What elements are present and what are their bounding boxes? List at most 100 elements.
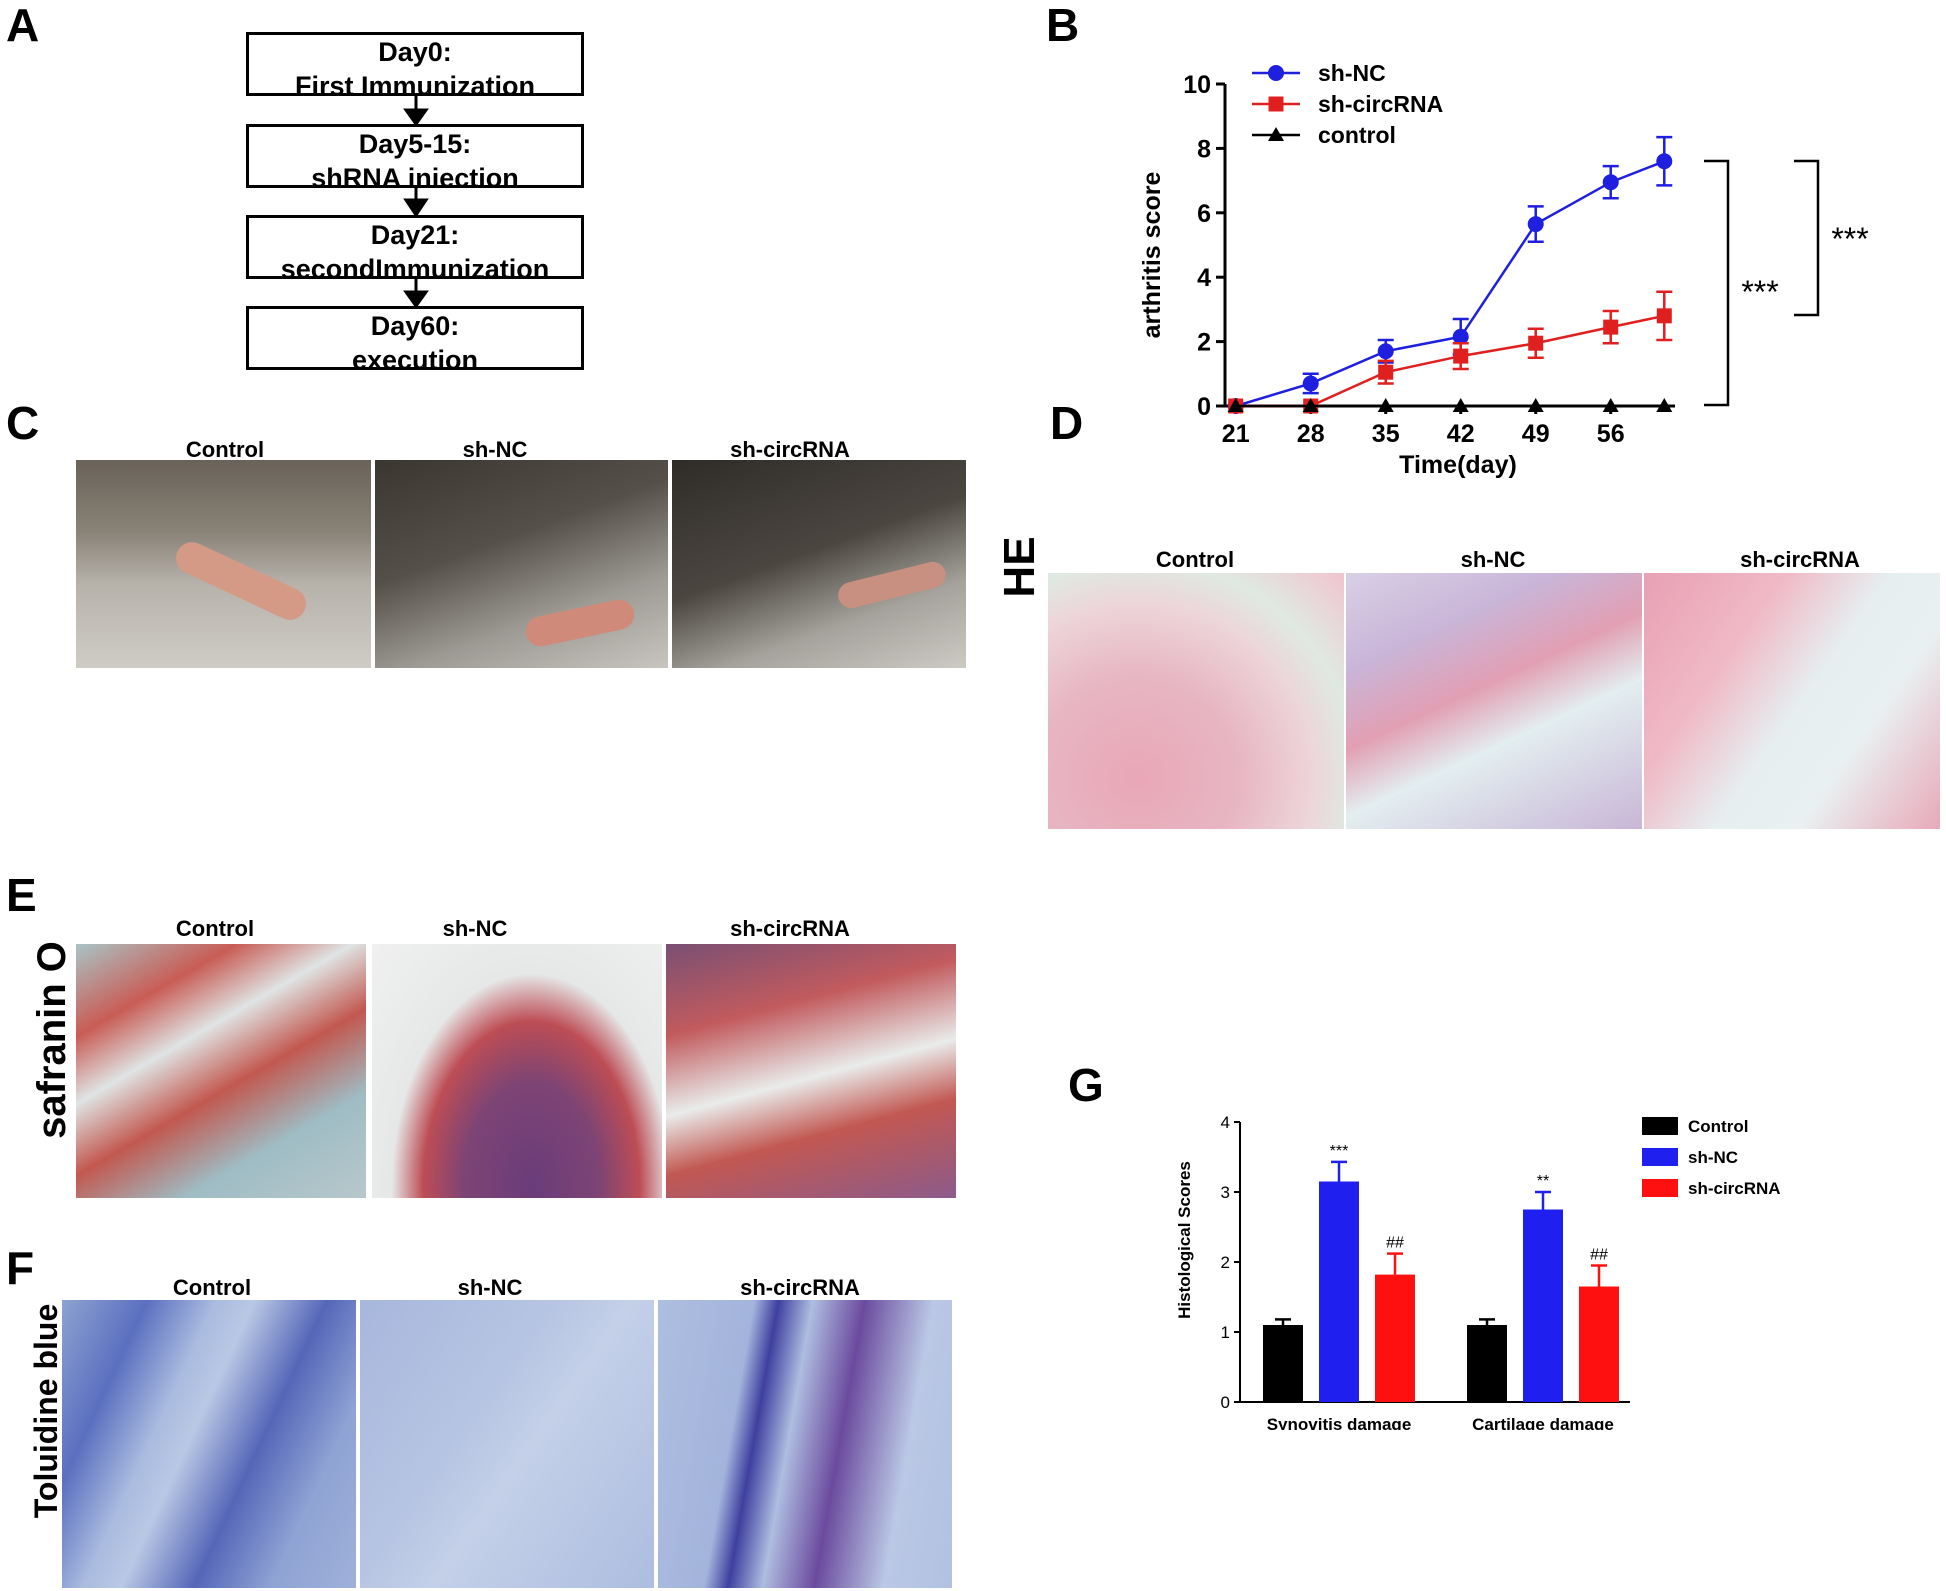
flow-step-3-line2: secondImmunization: [280, 254, 550, 279]
data-point: [1377, 343, 1394, 360]
y-tick-label: 2: [1197, 329, 1211, 357]
toluidine-stain-sh-nc: [360, 1300, 654, 1588]
panel-d-col-sh-circrna: sh-circRNA: [1740, 547, 1860, 572]
legend-label: control: [1318, 122, 1396, 148]
significance-label-1: ***: [1741, 274, 1778, 310]
legend-marker: [1268, 127, 1284, 141]
legend-label: sh-NC: [1688, 1148, 1738, 1167]
chart-g-bars: *** ## ** ##: [1263, 1143, 1619, 1402]
arrow-down-icon: [403, 198, 429, 218]
data-point: [1656, 398, 1673, 412]
y-tick-label: 10: [1183, 71, 1211, 99]
y-tick-label: 1: [1221, 1323, 1230, 1342]
panel-label-d: D: [1050, 397, 1084, 449]
flow-step-1-line1: Day0:: [378, 37, 452, 67]
data-point: [1602, 398, 1619, 412]
legend-marker: [1268, 96, 1284, 112]
he-stain-sh-nc: [1346, 573, 1642, 829]
flow-arrows: [403, 96, 429, 308]
flow-step-4-line2: execution: [351, 345, 479, 370]
panel-label-e: E: [6, 869, 37, 921]
panel-f-col-sh-circrna: sh-circRNA: [740, 1275, 860, 1300]
bar: [1375, 1274, 1415, 1402]
bar: [1467, 1325, 1507, 1402]
x-tick-label: 49: [1522, 420, 1550, 448]
safranin-stain-sh-circrna: [666, 944, 956, 1198]
chart-g-axes: 0 1 2 3 4 Synovitis damage Cartilage damage: [1221, 1113, 1630, 1430]
arrow-down-icon: [403, 108, 429, 127]
legend-swatch: [1642, 1117, 1678, 1135]
chart-b-xlabel: Time(day): [1399, 451, 1517, 479]
chart-b-series: [1227, 135, 1673, 414]
flow-step-1-line2: First Immunization: [294, 71, 535, 96]
series-sh-NC: [1227, 135, 1673, 414]
y-tick-label: 3: [1221, 1183, 1230, 1202]
y-tick-label: 0: [1197, 393, 1211, 421]
x-category-label: Synovitis damage: [1267, 1415, 1412, 1430]
arrow-down-icon: [403, 290, 429, 308]
x-tick-label: 21: [1222, 420, 1250, 448]
he-stain-sh-circrna: [1644, 573, 1940, 829]
flow-step-1: Day0: First Immunization: [246, 32, 584, 96]
flow-step-4: Day60: execution: [246, 306, 584, 370]
bar: [1579, 1286, 1619, 1402]
panel-e-row-label: safranin O: [30, 941, 74, 1139]
legend-marker: [1268, 65, 1284, 81]
bar: [1319, 1181, 1359, 1402]
y-tick-label: 2: [1221, 1253, 1230, 1272]
safranin-stain-control: [76, 944, 366, 1198]
y-tick-label: 4: [1221, 1113, 1230, 1132]
bar: [1263, 1325, 1303, 1402]
legend-label: sh-NC: [1318, 60, 1386, 86]
panel-e-col-sh-circrna: sh-circRNA: [730, 916, 850, 941]
x-tick-label: 28: [1297, 420, 1325, 448]
mouse-paw-photo-sh-nc: [375, 460, 668, 668]
y-tick-label: 6: [1197, 200, 1211, 228]
data-point: [1656, 153, 1673, 170]
data-point: [1302, 398, 1319, 412]
safranin-stain-sh-nc: [372, 944, 662, 1198]
data-point: [1656, 308, 1672, 324]
toluidine-stain-control: [62, 1300, 356, 1588]
chart-b-axes: 0 2 4 6 8 10 21 28 35 42 49 56: [1183, 71, 1675, 448]
bar: [1523, 1209, 1563, 1402]
x-tick-label: 42: [1447, 420, 1475, 448]
data-point: [1453, 348, 1469, 364]
flow-step-2: Day5-15: shRNA injection: [246, 124, 584, 188]
panel-f-col-sh-nc: sh-NC: [457, 1275, 523, 1300]
chart-g-ylabel: Histological Scores: [1175, 1161, 1194, 1319]
data-point: [1452, 328, 1469, 345]
data-point: [1528, 335, 1544, 351]
series-line: [1235, 160, 1665, 408]
flow-step-2-line1: Day5-15:: [358, 129, 472, 159]
y-tick-label: 4: [1197, 264, 1211, 292]
legend-label: sh-circRNA: [1688, 1179, 1781, 1198]
x-tick-label: 35: [1372, 420, 1400, 448]
panel-label-f: F: [6, 1242, 35, 1294]
toluidine-stain-sh-circrna: [658, 1300, 952, 1588]
significance-label-2: ***: [1831, 221, 1868, 257]
arthritis-score-chart: 0 2 4 6 8 10 21 28 35 42 49 56 sh-NC sh-circRNA contr…: [1138, 60, 1869, 479]
series-control: [1227, 398, 1673, 412]
data-point: [1227, 398, 1244, 412]
panel-label-b: B: [1046, 0, 1080, 51]
chart-b-ylabel: arthritis score: [1138, 172, 1166, 339]
panel-d-col-sh-nc: sh-NC: [1460, 547, 1526, 572]
panel-c-col-sh-nc: sh-NC: [462, 437, 528, 462]
panel-d-row-label: HE: [995, 536, 1044, 598]
panel-label-g: G: [1068, 1059, 1104, 1111]
flow-step-2-line2: shRNA injection: [311, 163, 519, 188]
data-point: [1603, 319, 1619, 335]
legend-swatch: [1642, 1148, 1678, 1166]
panel-c-col-sh-circrna: sh-circRNA: [730, 437, 850, 462]
data-point: [1377, 398, 1394, 412]
panel-e-col-control: Control: [175, 916, 255, 941]
panel-label-c: C: [6, 397, 40, 449]
data-point: [1452, 398, 1469, 412]
flow-step-4-line1: Day60:: [370, 311, 460, 341]
panel-c-col-control: Control: [185, 437, 265, 462]
series-line: [1235, 314, 1665, 408]
y-tick-label: 0: [1221, 1393, 1230, 1412]
legend-swatch: [1642, 1179, 1678, 1197]
series-sh-circRNA: [1228, 290, 1673, 414]
